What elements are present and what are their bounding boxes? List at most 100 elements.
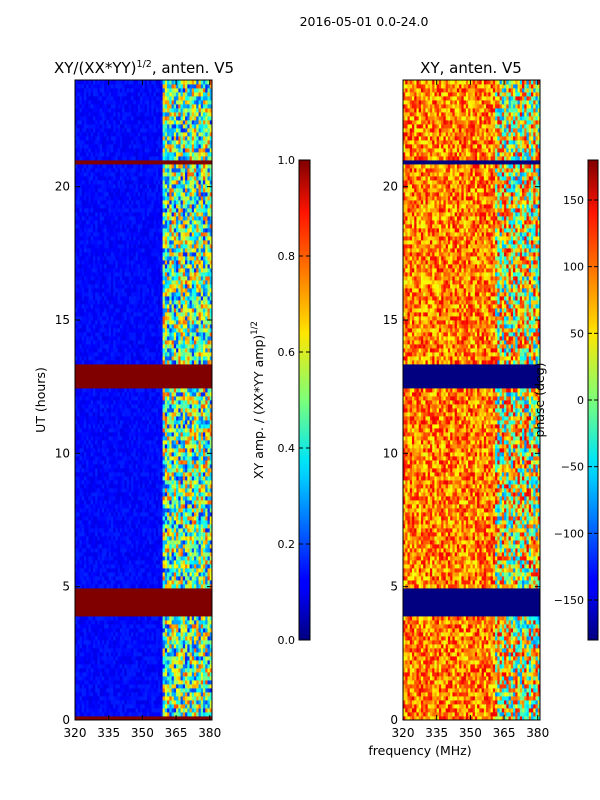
heatmap-cell (77, 644, 80, 649)
heatmap-cell (77, 468, 80, 473)
heatmap-cell (200, 652, 204, 657)
heatmap-cell (203, 412, 206, 417)
heatmap-cell (185, 452, 188, 457)
heatmap-cell (167, 708, 170, 713)
heatmap-cell (110, 636, 114, 641)
heatmap-cell (176, 648, 179, 653)
heatmap-cell (205, 624, 208, 629)
heatmap-cell (99, 660, 103, 665)
heatmap-cell (137, 412, 141, 417)
heatmap-cell (207, 408, 211, 413)
heatmap-cell (153, 584, 157, 589)
heatmap-cell (77, 588, 80, 593)
heatmap-cell (140, 632, 143, 637)
heatmap-cell (167, 528, 170, 533)
heatmap-cell (140, 684, 143, 689)
heatmap-cell (124, 648, 128, 653)
heatmap-cell (142, 540, 146, 545)
heatmap-cell (194, 616, 197, 621)
heatmap-cell (176, 572, 179, 577)
heatmap-cell (153, 640, 157, 645)
heatmap-cell (88, 440, 92, 445)
heatmap-cell (200, 508, 204, 513)
heatmap-cell (162, 692, 166, 697)
heatmap-cell (108, 572, 112, 577)
heatmap-cell (131, 416, 134, 421)
heatmap-cell (137, 588, 141, 593)
heatmap-cell (158, 392, 161, 397)
heatmap-cell (149, 616, 152, 621)
heatmap-cell (194, 544, 197, 549)
heatmap-cell (167, 424, 170, 429)
heatmap-cell (135, 528, 139, 533)
heatmap-cell (146, 632, 150, 637)
heatmap-cell (86, 424, 89, 429)
heatmap-cell (135, 700, 139, 705)
heatmap-cell (207, 716, 211, 720)
heatmap-cell (194, 656, 197, 661)
heatmap-cell (131, 716, 134, 720)
heatmap-cell (140, 588, 143, 593)
heatmap-cell (164, 452, 168, 457)
heatmap-cell (164, 576, 168, 581)
heatmap-cell (200, 612, 204, 617)
heatmap-cell (180, 580, 184, 585)
heatmap-cell (196, 676, 199, 681)
heatmap-cell (151, 668, 155, 673)
heatmap-cell (117, 608, 121, 613)
heatmap-cell (171, 472, 175, 477)
heatmap-cell (178, 672, 181, 677)
heatmap-cell (122, 588, 125, 593)
heatmap-cell (146, 476, 150, 481)
heatmap-cell (144, 420, 148, 425)
heatmap-cell (203, 528, 206, 533)
heatmap-cell (198, 508, 202, 513)
heatmap-cell (137, 424, 141, 429)
heatmap-cell (126, 468, 130, 473)
heatmap-cell (205, 576, 208, 581)
heatmap-cell (131, 580, 134, 585)
heatmap-cell (135, 492, 139, 497)
heatmap-cell (88, 516, 92, 521)
heatmap-cell (137, 628, 141, 633)
heatmap-cell (180, 552, 184, 557)
heatmap-cell (97, 648, 101, 653)
heatmap-cell (144, 492, 148, 497)
heatmap-cell (133, 600, 137, 605)
heatmap-cell (88, 392, 92, 397)
heatmap-cell (153, 444, 157, 449)
heatmap-cell (173, 604, 177, 609)
heatmap-cell (119, 592, 123, 597)
heatmap-cell (104, 620, 107, 625)
heatmap-cell (185, 524, 188, 529)
heatmap-cell (162, 656, 166, 661)
heatmap-cell (81, 452, 85, 457)
heatmap-cell (191, 524, 195, 529)
heatmap-cell (169, 416, 172, 421)
heatmap-cell (117, 504, 121, 509)
heatmap-cell (164, 632, 168, 637)
heatmap-cell (180, 592, 184, 597)
heatmap-cell (173, 664, 177, 669)
heatmap-cell (153, 688, 157, 693)
heatmap-cell (207, 612, 211, 617)
heatmap-cell (207, 628, 211, 633)
heatmap-cell (176, 708, 179, 713)
heatmap-cell (146, 664, 150, 669)
heatmap-cell (153, 576, 157, 581)
heatmap-cell (167, 416, 170, 421)
heatmap-cell (99, 412, 103, 417)
heatmap-cell (113, 648, 116, 653)
heatmap-cell (133, 436, 137, 441)
heatmap-cell (153, 568, 157, 573)
heatmap-cell (142, 508, 146, 513)
heatmap-cell (144, 700, 148, 705)
heatmap-cell (146, 604, 150, 609)
heatmap-cell (88, 624, 92, 629)
heatmap-cell (167, 504, 170, 509)
heatmap-cell (149, 588, 152, 593)
heatmap-cell (200, 600, 204, 605)
heatmap-cell (196, 436, 199, 441)
heatmap-cell (205, 572, 208, 577)
heatmap-cell (160, 552, 163, 557)
